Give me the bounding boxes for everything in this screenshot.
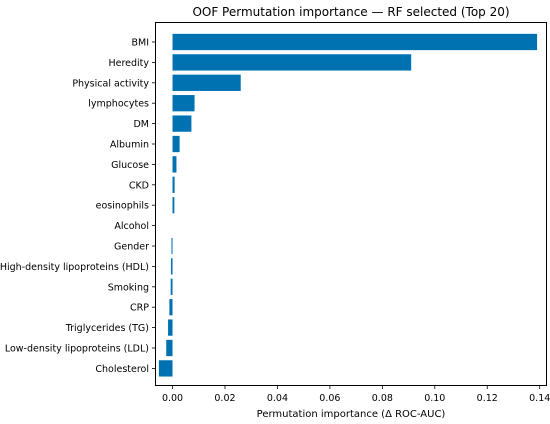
bar (172, 54, 412, 71)
x-axis: 0.00 0.02 0.04 0.06 0.08 0.10 0.12 0.14 (162, 385, 550, 404)
y-tick-label: CKD (129, 180, 149, 191)
bar (172, 33, 538, 51)
bar (166, 339, 173, 357)
bar (172, 197, 175, 214)
bar (170, 258, 173, 275)
x-tick-label: 0.08 (372, 393, 393, 404)
y-tick-label: BMI (131, 38, 149, 49)
x-tick-label: 0.04 (267, 393, 288, 404)
y-tick-label: Cholesterol (95, 364, 149, 375)
x-tick-label: 0.06 (319, 393, 340, 404)
bar (158, 360, 173, 377)
y-tick-label: CRP (130, 303, 149, 314)
y-tick-label: Triglycerides (TG) (65, 323, 149, 334)
bar (170, 278, 173, 295)
y-tick-label: Physical activity (72, 78, 149, 89)
y-axis: BMI Heredity Physical activity lymphocytes D… (0, 38, 156, 375)
bar (168, 319, 173, 336)
x-tick-label: 0.02 (214, 393, 235, 404)
y-tick-label: Smoking (108, 282, 149, 293)
bar (169, 299, 173, 316)
y-tick-label: Albumin (110, 140, 149, 151)
bars (158, 33, 538, 377)
bar (171, 237, 173, 255)
y-tick-label: DM (133, 119, 149, 130)
bar (172, 135, 180, 153)
y-tick-label: Heredity (108, 58, 149, 69)
bar (172, 156, 177, 173)
y-tick-label: Glucose (111, 160, 149, 171)
bar (172, 74, 241, 91)
y-tick-label: Gender (114, 242, 149, 253)
bar (172, 176, 175, 193)
x-tick-label: 0.10 (424, 393, 445, 404)
y-tick-label: Alcohol (114, 221, 149, 232)
plot-frame (155, 22, 547, 386)
x-tick-label: 0.14 (529, 393, 550, 404)
y-tick-label: Low-density lipoproteins (LDL) (5, 344, 149, 355)
y-tick-label: High-density lipoproteins (HDL) (0, 262, 149, 273)
x-axis-title: Permutation importance (Δ ROC-AUC) (257, 409, 446, 420)
y-tick-label: eosinophils (96, 201, 149, 212)
chart-title: OOF Permutation importance — RF selected… (192, 5, 509, 19)
bar (172, 115, 192, 132)
x-tick-label: 0.00 (162, 393, 183, 404)
y-tick-label: lymphocytes (88, 99, 149, 110)
bar (172, 95, 195, 112)
x-tick-label: 0.12 (477, 393, 498, 404)
